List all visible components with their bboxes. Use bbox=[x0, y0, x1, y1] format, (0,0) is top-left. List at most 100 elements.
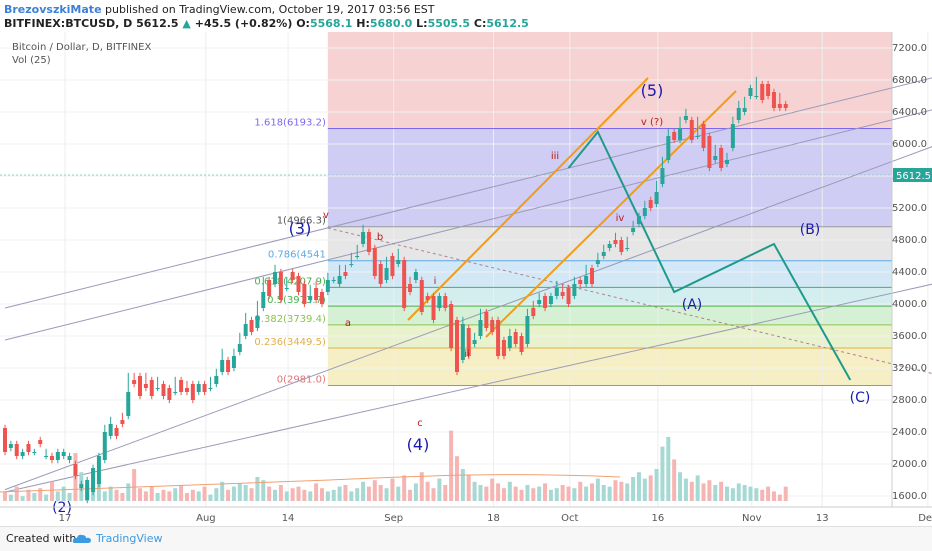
candle-body bbox=[355, 256, 360, 257]
volume-bar bbox=[173, 488, 178, 501]
volume-bar bbox=[572, 488, 577, 501]
y-tick-label: 2400.0 bbox=[892, 427, 927, 438]
trend-channels[interactable] bbox=[4, 60, 932, 493]
candle-body bbox=[20, 452, 25, 456]
footer: Created with TradingView bbox=[0, 526, 932, 551]
open-value: 5568.1 bbox=[309, 17, 353, 30]
volume-bar bbox=[613, 480, 618, 501]
y-tick-label: 2000.0 bbox=[892, 459, 927, 470]
volume-bar bbox=[208, 494, 213, 501]
candle-body bbox=[730, 124, 735, 148]
candle-body bbox=[202, 384, 207, 392]
volume-bar bbox=[525, 485, 530, 501]
author-link[interactable]: BrezovszkiMate bbox=[4, 3, 102, 16]
candle-body bbox=[648, 200, 653, 208]
volume-bar bbox=[120, 493, 125, 501]
volume-bar bbox=[138, 488, 143, 501]
volume-bar bbox=[660, 446, 665, 501]
volume-bar bbox=[108, 486, 113, 501]
volume-bar bbox=[226, 489, 231, 501]
x-tick-label: Aug bbox=[196, 513, 216, 524]
volume-bar bbox=[384, 488, 389, 501]
candle-body bbox=[179, 380, 184, 392]
volume-bar bbox=[460, 469, 465, 501]
volume-bar bbox=[26, 489, 31, 501]
candle-body bbox=[402, 260, 407, 308]
volume-bar bbox=[366, 486, 371, 501]
volume-bar bbox=[672, 459, 677, 501]
symbol-label: BITFINEX:BTCUSD, D bbox=[4, 17, 133, 30]
candle-body bbox=[777, 104, 782, 108]
fib-zone-band bbox=[327, 128, 893, 227]
volume-bar bbox=[32, 493, 37, 501]
candle-body bbox=[472, 340, 477, 344]
y-tick-label: 4400.0 bbox=[892, 267, 927, 278]
x-tick-label: 14 bbox=[282, 513, 295, 524]
volume-bar bbox=[161, 489, 166, 501]
candle-body bbox=[296, 276, 301, 292]
volume-bar bbox=[425, 481, 430, 501]
volume-bar bbox=[543, 483, 548, 501]
volume-bar bbox=[619, 481, 624, 501]
volume-bar bbox=[149, 486, 154, 501]
candle-body bbox=[331, 280, 336, 281]
volume-bar bbox=[337, 486, 342, 501]
candle-body bbox=[519, 336, 524, 352]
low-label: L: bbox=[416, 17, 428, 30]
volume-bar bbox=[396, 486, 401, 501]
candle-body bbox=[149, 380, 154, 396]
volume-bar bbox=[143, 491, 148, 501]
candle-body bbox=[55, 452, 60, 460]
volume-bar bbox=[484, 486, 489, 501]
volume-bar bbox=[290, 488, 295, 501]
candle-body bbox=[226, 360, 231, 372]
volume-bar bbox=[155, 493, 160, 501]
tradingview-cloud-icon bbox=[72, 534, 91, 543]
candle-body bbox=[255, 316, 260, 328]
x-tick-label: Dec bbox=[918, 513, 932, 524]
volume-bar bbox=[478, 485, 483, 501]
volume-bar bbox=[642, 478, 647, 501]
candle-body bbox=[14, 444, 19, 456]
candle-body bbox=[449, 304, 454, 348]
price-chart[interactable]: 1.618(6193.2) 1(4966.3) 0.786(4541 0.618(42… bbox=[0, 32, 932, 526]
y-tick-label: 6400.0 bbox=[892, 107, 927, 118]
volume-bar bbox=[202, 486, 207, 501]
candle-body bbox=[184, 388, 189, 392]
volume-bar bbox=[625, 483, 630, 501]
candle-body bbox=[8, 444, 13, 448]
candle-body bbox=[725, 160, 730, 164]
candle-body bbox=[419, 280, 424, 312]
y-tick-label: 6800.0 bbox=[892, 75, 927, 86]
x-tick-label: 17 bbox=[59, 513, 72, 524]
sub-wave-label: i bbox=[434, 276, 437, 287]
candle-body bbox=[501, 340, 506, 356]
volume-bar bbox=[748, 486, 753, 501]
y-tick-label: 2800.0 bbox=[892, 395, 927, 406]
fib-retracement[interactable]: 1.618(6193.2) 1(4966.3) 0.786(4541 0.618(42… bbox=[254, 118, 892, 387]
y-tick-label: 1600.0 bbox=[892, 491, 927, 502]
candle-body bbox=[672, 132, 677, 140]
volume-bar bbox=[648, 475, 653, 501]
volume-bar bbox=[355, 488, 360, 501]
candle-body bbox=[642, 208, 647, 216]
volume-bar bbox=[102, 491, 107, 501]
candle-body bbox=[613, 240, 618, 244]
volume-bar bbox=[49, 481, 54, 501]
candle-body bbox=[79, 484, 84, 488]
candle-body bbox=[290, 272, 295, 280]
candle-body bbox=[525, 316, 530, 344]
candle-body bbox=[284, 288, 289, 289]
candle-body bbox=[742, 108, 747, 112]
volume-bar bbox=[507, 481, 512, 501]
volume-bar bbox=[196, 491, 201, 501]
volume-bar bbox=[296, 486, 301, 501]
candle-body bbox=[496, 320, 501, 356]
volume-bar bbox=[707, 480, 712, 501]
candle-body bbox=[278, 272, 283, 300]
volume-bar bbox=[402, 475, 407, 501]
tradingview-link[interactable]: TradingView bbox=[96, 532, 163, 545]
volume-bar bbox=[314, 483, 319, 501]
candle-body bbox=[683, 116, 688, 120]
low-value: 5505.5 bbox=[427, 17, 471, 30]
